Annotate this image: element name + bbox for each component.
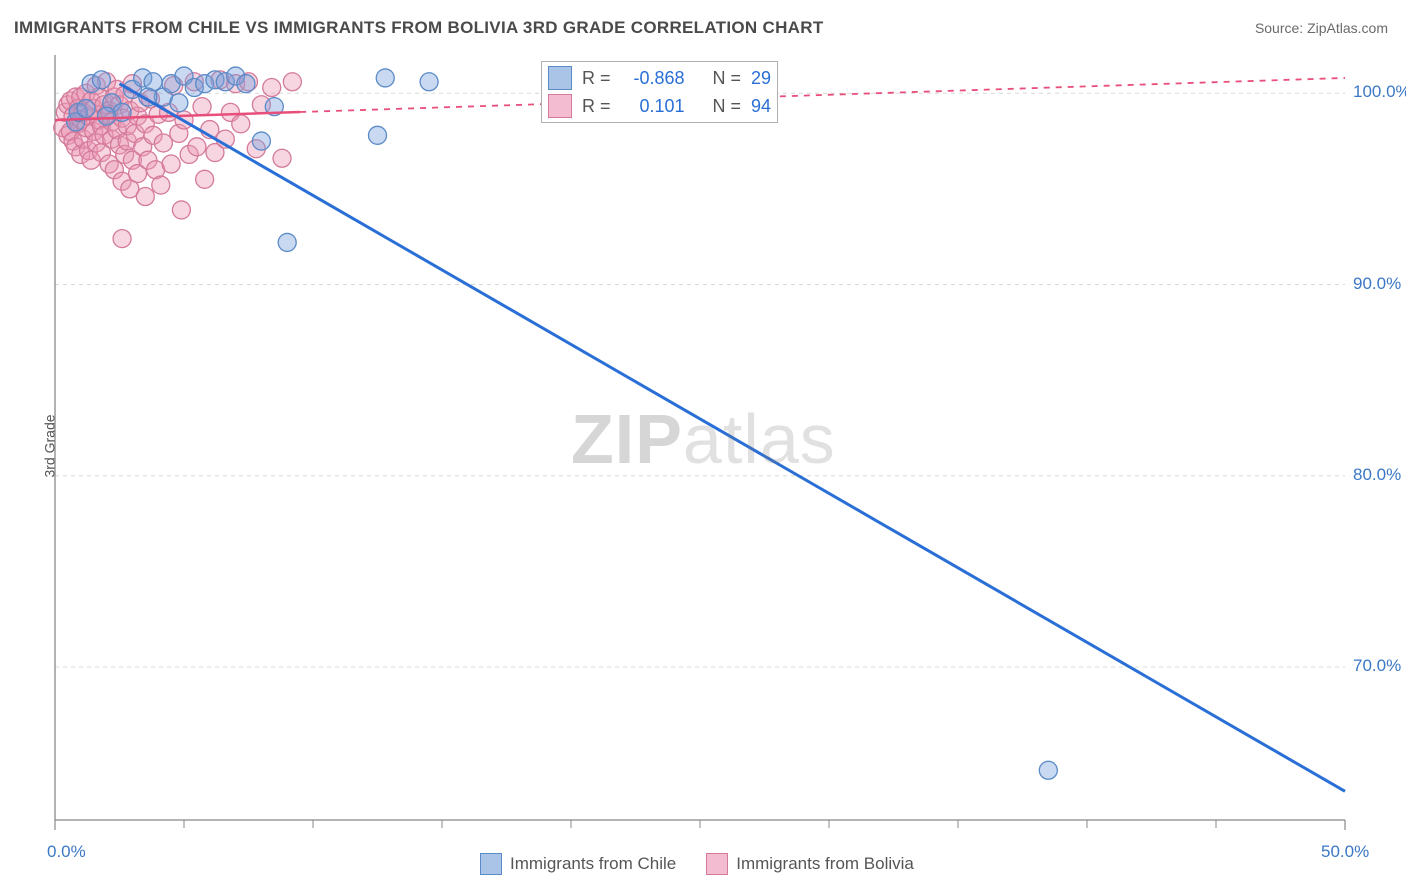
- correlation-stats-box: R = -0.868 N = 29 R = 0.101 N = 94: [541, 61, 778, 123]
- y-tick-label: 90.0%: [1353, 274, 1401, 294]
- legend-label: Immigrants from Chile: [510, 854, 676, 874]
- legend-item: Immigrants from Chile: [480, 853, 676, 875]
- legend-item: Immigrants from Bolivia: [706, 853, 914, 875]
- legend-swatch: [548, 94, 572, 118]
- x-tick-label: 0.0%: [47, 842, 86, 862]
- stat-N-label: N =: [713, 96, 742, 117]
- stat-R-label: R =: [582, 96, 611, 117]
- stat-N-label: N =: [713, 68, 742, 89]
- bottom-legend: Immigrants from Chile Immigrants from Bol…: [480, 853, 914, 875]
- x-tick-label: 50.0%: [1321, 842, 1369, 862]
- stat-N-value: 94: [751, 96, 771, 117]
- stat-row: R = 0.101 N = 94: [548, 94, 771, 118]
- legend-swatch: [480, 853, 502, 875]
- stat-row: R = -0.868 N = 29: [548, 66, 771, 90]
- stat-N-value: 29: [751, 68, 771, 89]
- stat-R-value: -0.868: [621, 68, 685, 89]
- legend-label: Immigrants from Bolivia: [736, 854, 914, 874]
- stat-R-label: R =: [582, 68, 611, 89]
- y-tick-label: 100.0%: [1353, 82, 1406, 102]
- legend-swatch: [706, 853, 728, 875]
- y-tick-label: 70.0%: [1353, 656, 1401, 676]
- scatter-chart: [0, 0, 1406, 892]
- legend-swatch: [548, 66, 572, 90]
- y-tick-label: 80.0%: [1353, 465, 1401, 485]
- stat-R-value: 0.101: [621, 96, 685, 117]
